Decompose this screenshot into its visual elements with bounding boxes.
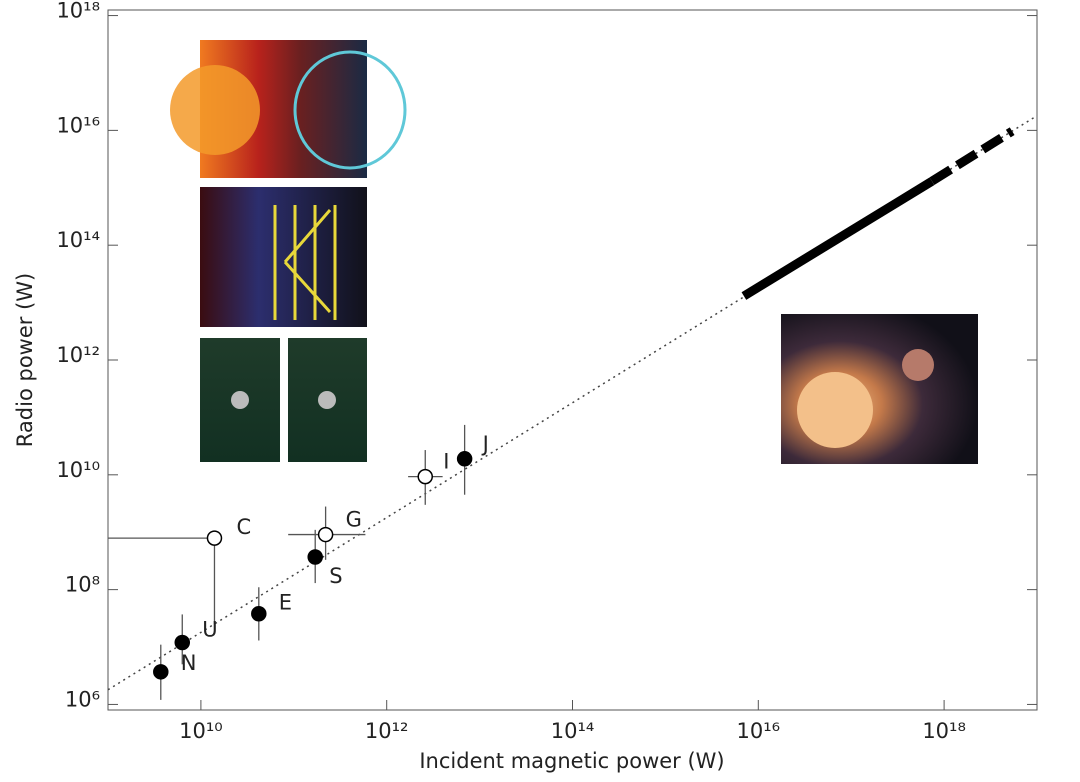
point xyxy=(207,531,221,545)
y-tick-label: 10¹⁸ xyxy=(56,0,100,23)
point-label: G xyxy=(346,508,362,532)
prediction-line xyxy=(744,181,932,296)
inset-image xyxy=(200,187,367,327)
point xyxy=(458,452,472,466)
x-tick-label: 10¹⁴ xyxy=(551,719,595,743)
inset-image-detail xyxy=(902,349,934,381)
inset-image-detail xyxy=(318,391,336,409)
point xyxy=(308,550,322,564)
x-tick-label: 10¹⁰ xyxy=(179,719,223,743)
inset-image-detail xyxy=(797,372,873,448)
point xyxy=(175,635,189,649)
point-label: C xyxy=(236,515,251,539)
prediction-line-dashed xyxy=(932,131,1012,181)
chart: Incident magnetic power (W) Radio power … xyxy=(0,0,1080,778)
y-tick-label: 10¹² xyxy=(56,343,100,367)
x-tick-label: 10¹⁸ xyxy=(922,719,966,743)
inset-image-detail xyxy=(231,391,249,409)
y-tick-label: 10¹⁶ xyxy=(56,113,100,137)
x-tick-label: 10¹⁶ xyxy=(737,719,781,743)
point xyxy=(418,470,432,484)
page: {"chart_data": { "type": "scatter", "x_l… xyxy=(0,0,1080,778)
point-label: J xyxy=(481,432,489,456)
x-tick-label: 10¹² xyxy=(365,719,409,743)
point-label: U xyxy=(202,617,217,641)
point-label: I xyxy=(443,450,449,474)
inset-image-detail xyxy=(170,65,260,155)
y-tick-label: 10¹⁰ xyxy=(56,458,100,482)
y-tick-label: 10⁶ xyxy=(65,687,100,711)
point-label: S xyxy=(329,564,342,588)
point xyxy=(252,607,266,621)
point-label: E xyxy=(279,591,292,615)
x-axis-label: Incident magnetic power (W) xyxy=(419,749,724,773)
y-tick-label: 10⁸ xyxy=(65,573,100,597)
y-tick-label: 10¹⁴ xyxy=(56,228,100,252)
inset-images xyxy=(170,40,978,464)
y-axis-label: Radio power (W) xyxy=(13,273,37,447)
point-label: N xyxy=(181,651,197,675)
point xyxy=(154,665,168,679)
point xyxy=(319,528,333,542)
